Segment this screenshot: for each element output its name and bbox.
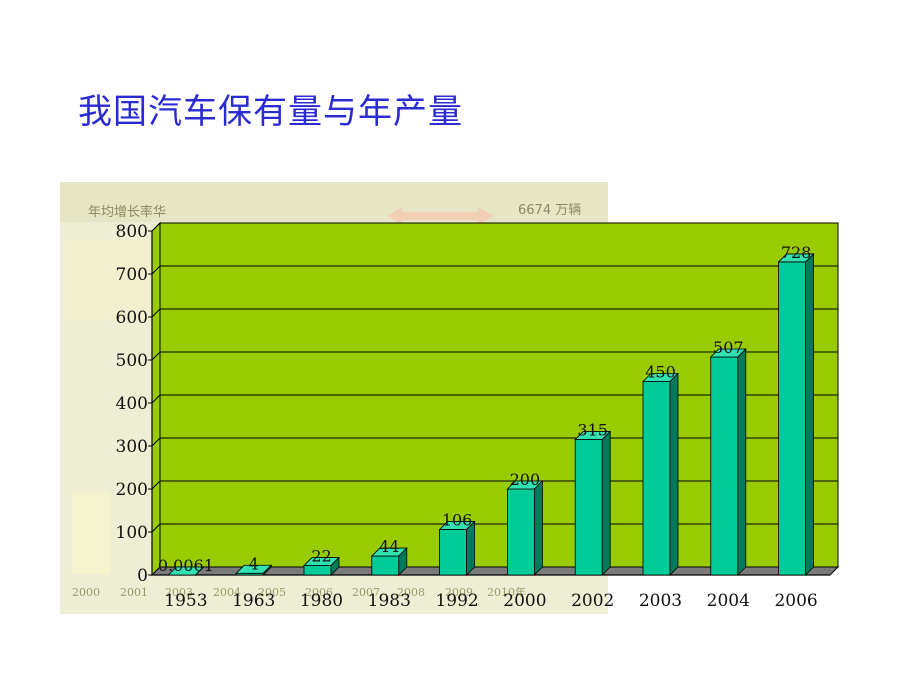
y-tick-label: 100 [116, 523, 148, 543]
gridline-depth [151, 351, 161, 361]
background-arrow-icon [388, 207, 494, 225]
data-label: 106 [442, 510, 473, 529]
bar-front [574, 439, 603, 576]
gridline-depth [151, 394, 161, 404]
background-top-right-text: 6674 万辆 [518, 203, 581, 218]
bar-front [371, 555, 400, 576]
bar [506, 480, 544, 576]
background-top-left-text: 年均增长率华 [88, 204, 166, 220]
bar-side [669, 372, 679, 576]
bar [235, 564, 273, 576]
background-year-label: 2006 [305, 586, 333, 599]
data-label: 200 [510, 470, 541, 489]
bar-front [778, 261, 806, 576]
bar-front [439, 529, 468, 576]
background-year-label: 2001 [120, 586, 148, 599]
data-labels: 0.0061 4 22 44 106 200 315 450 507 728 [158, 243, 811, 575]
y-tick-label: 500 [116, 351, 148, 371]
bar-side [194, 566, 204, 576]
bar-side [737, 348, 747, 576]
bar-side [466, 520, 476, 576]
x-tick-label: 1953 [164, 591, 207, 611]
bar [303, 556, 340, 576]
data-label: 450 [645, 363, 676, 382]
gridline-depth [151, 308, 161, 318]
y-tick-label: 300 [116, 437, 148, 457]
x-tick-label: 2006 [774, 591, 817, 611]
background-arrow-box [64, 240, 154, 320]
data-label: 507 [713, 338, 744, 357]
bar [370, 547, 408, 576]
slide-title: 我国汽车保有量与年产量 [78, 92, 463, 132]
gridline-depth [151, 437, 161, 447]
background-year-label: 2008 [397, 586, 425, 599]
y-tick-label: 0 [137, 566, 148, 586]
data-label: 728 [781, 243, 812, 262]
x-tick-label: 1963 [232, 591, 275, 611]
y-tick-label: 700 [116, 265, 148, 285]
bar-side [534, 480, 543, 576]
bars [167, 252, 815, 576]
data-label: 4 [249, 554, 259, 573]
bar-side [330, 556, 340, 576]
x-tick-label: 1980 [300, 591, 343, 611]
x-tick-label: 1992 [435, 591, 478, 611]
bar [167, 566, 205, 576]
bar-front [642, 381, 671, 576]
bar-side [805, 252, 814, 576]
data-label: 0.0061 [158, 556, 214, 575]
x-tick-label: 2000 [503, 591, 546, 611]
background-panel-shade [60, 182, 608, 222]
x-tick-label: 1983 [368, 591, 411, 611]
bar-front [710, 356, 739, 576]
y-tick-label: 800 [116, 222, 148, 242]
gridline-depth [151, 222, 161, 232]
bar [574, 430, 612, 576]
bar [438, 520, 476, 576]
bar [777, 252, 815, 576]
y-tick-label: 400 [116, 394, 148, 414]
background-year-labels: 2000 2001 2003 2004 2005 2006 2007 2008 2009 2010… [72, 585, 526, 599]
gridline-depth [151, 523, 161, 533]
gridline-depth [151, 265, 161, 275]
background-bar-box [72, 492, 110, 574]
background-year-label: 2004 [213, 586, 241, 599]
y-axis-ticks: 0 100 200 300 400 500 600 700 800 [116, 222, 152, 586]
gridline-depth [151, 480, 161, 490]
background-year-label: 2010年 [487, 585, 526, 599]
data-label: 315 [577, 421, 608, 440]
background-year-label: 2009 [445, 586, 473, 599]
y-tick-label: 200 [116, 480, 148, 500]
background-year-label: 2005 [258, 586, 286, 599]
bar-front [506, 488, 535, 576]
x-tick-label: 2002 [571, 591, 614, 611]
x-tick-label: 2004 [707, 591, 750, 611]
bar-front [303, 565, 332, 576]
x-axis-ticks: 1953 1963 1980 1983 1992 2000 2002 2003 2004 2006 [164, 591, 817, 611]
x-tick-label: 2003 [639, 591, 682, 611]
bar [709, 348, 747, 576]
data-label: 44 [379, 537, 399, 556]
bar-side [398, 547, 408, 576]
data-label: 22 [311, 547, 331, 566]
background-year-label: 2007 [352, 586, 380, 599]
background-year-label: 2000 [72, 586, 100, 599]
bar-side [262, 564, 272, 576]
bar [642, 372, 679, 576]
y-tick-label: 600 [116, 308, 148, 328]
bar-side [601, 430, 611, 576]
background-year-label: 2003 [165, 586, 193, 599]
